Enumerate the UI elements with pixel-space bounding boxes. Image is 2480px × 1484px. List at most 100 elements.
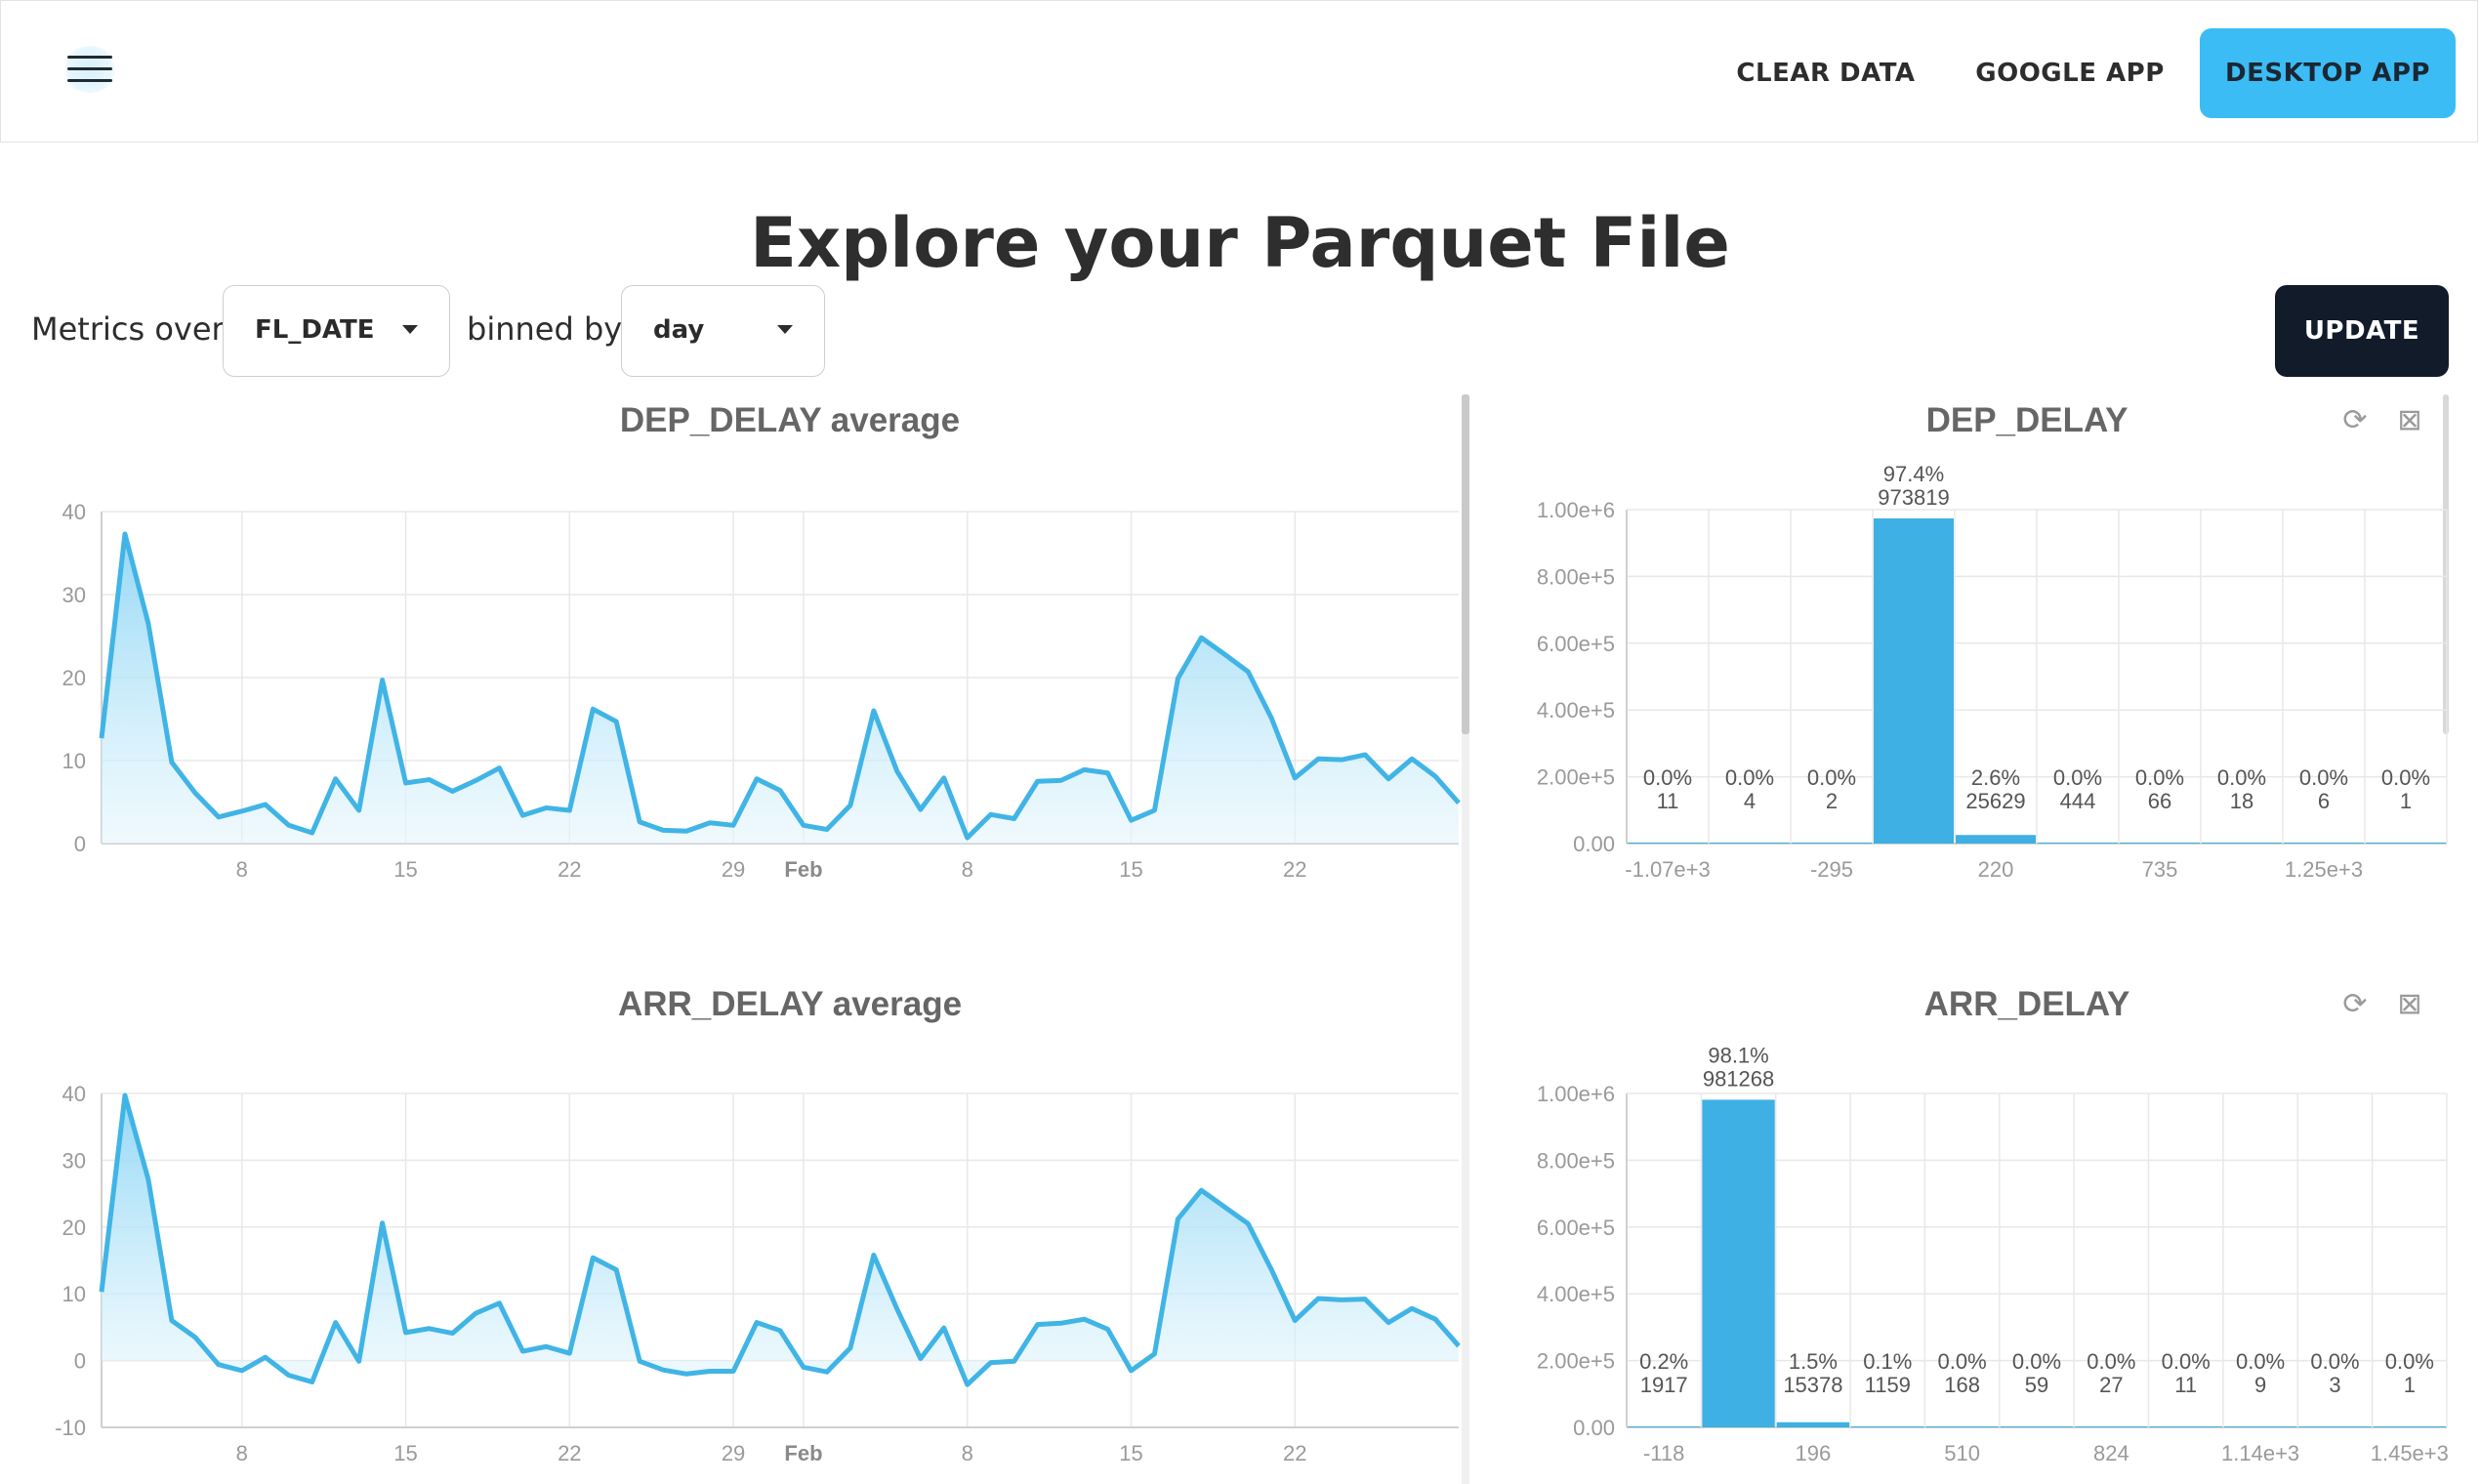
y-tick-label: 10 xyxy=(62,749,86,773)
y-tick-label: 6.00e+5 xyxy=(1537,1216,1615,1240)
histogram-bar xyxy=(1628,843,1708,844)
y-tick-label: -10 xyxy=(55,1416,86,1440)
bar-percent-label: 0.0% xyxy=(1725,765,1774,790)
right-panel-scrollbar[interactable] xyxy=(2443,394,2449,734)
bar-percent-label: 0.0% xyxy=(1807,765,1856,790)
field-select-value: FL_DATE xyxy=(255,315,375,345)
chevron-down-icon xyxy=(777,325,793,334)
x-tick-label: 1.45e+3 xyxy=(2371,1441,2449,1465)
bar-count-label: 2 xyxy=(1826,789,1838,813)
bar-count-label: 1917 xyxy=(1640,1373,1688,1397)
histogram-bar xyxy=(2284,843,2364,844)
histogram-bar xyxy=(2149,1426,2222,1427)
histogram-bar xyxy=(2366,843,2446,844)
y-tick-label: 20 xyxy=(62,1216,86,1240)
histogram-bar xyxy=(2223,1426,2297,1427)
bin-select-value: day xyxy=(653,315,705,345)
field-select[interactable]: FL_DATE xyxy=(223,285,450,377)
bar-count-label: 15378 xyxy=(1783,1373,1842,1397)
chart-title: ARR_DELAY xyxy=(1924,985,2130,1023)
histogram-bar xyxy=(1874,517,1954,844)
y-tick-label: 0.00 xyxy=(1573,832,1615,856)
histogram-bar xyxy=(1710,843,1790,844)
bar-percent-label: 1.5% xyxy=(1789,1349,1838,1374)
bar-percent-label: 0.2% xyxy=(1639,1349,1688,1374)
bar-count-label: 3 xyxy=(2329,1373,2340,1397)
y-tick-label: 40 xyxy=(62,1082,86,1106)
bar-count-label: 25629 xyxy=(1965,789,2025,813)
histogram-bar xyxy=(2298,1426,2372,1427)
desktop-app-button[interactable]: DESKTOP APP xyxy=(2200,28,2456,118)
x-tick-label: 15 xyxy=(393,1441,417,1465)
chart-title: DEP_DELAY xyxy=(1926,401,2129,439)
zoom-out-icon: ⊠ xyxy=(2397,988,2421,1020)
histogram-bar xyxy=(2075,1426,2148,1427)
x-tick-label: 824 xyxy=(2093,1441,2129,1465)
y-tick-label: 8.00e+5 xyxy=(1537,564,1615,589)
clear-data-button[interactable]: CLEAR DATA xyxy=(1725,28,1926,118)
chart-title: DEP_DELAY average xyxy=(620,401,960,439)
x-tick-label: 29 xyxy=(722,1441,745,1465)
bar-count-label: 444 xyxy=(2060,789,2096,813)
x-tick-label: 220 xyxy=(1978,857,2014,882)
x-tick-label: 15 xyxy=(1119,1441,1142,1465)
x-tick-label: 735 xyxy=(2142,857,2178,882)
google-app-button[interactable]: GOOGLE APP xyxy=(1967,28,2172,118)
dep-delay-histogram: DEP_DELAY ⟳ ⊠ 0.00 2.00e+5 4.00e+5 6.00e+5 8.00… xyxy=(1537,401,2448,882)
bar-count-label: 1 xyxy=(2400,789,2412,813)
bar-percent-label: 0.0% xyxy=(2012,1349,2061,1374)
x-tick-label: 22 xyxy=(1283,857,1306,882)
x-tick-label: 15 xyxy=(393,857,417,882)
update-button[interactable]: UPDATE xyxy=(2275,285,2449,377)
histogram-bar xyxy=(2120,843,2200,844)
panel-divider xyxy=(1462,394,1469,1484)
bar-count-label: 973819 xyxy=(1878,485,1949,510)
bar-count-label: 11 xyxy=(1657,789,1679,813)
bar-percent-label: 0.0% xyxy=(2310,1349,2359,1374)
y-tick-label: 8.00e+5 xyxy=(1537,1148,1615,1173)
y-tick-label: 2.00e+5 xyxy=(1537,1349,1615,1374)
y-tick-label: 20 xyxy=(62,666,86,690)
hamburger-icon[interactable] xyxy=(62,46,118,93)
left-panel-scrollbar[interactable] xyxy=(1462,394,1469,734)
bar-percent-label: 0.1% xyxy=(1863,1349,1912,1374)
bar-percent-label: 97.4% xyxy=(1883,462,1944,486)
bar-percent-label: 0.0% xyxy=(2385,1349,2434,1374)
y-tick-label: 40 xyxy=(62,500,86,524)
x-tick-label: Feb xyxy=(784,1441,822,1465)
x-tick-label: Feb xyxy=(784,857,822,882)
x-tick-label: 22 xyxy=(558,1441,581,1465)
metrics-over-label: Metrics over xyxy=(31,310,225,348)
bar-count-label: 4 xyxy=(1744,789,1756,813)
series-line xyxy=(99,531,1461,841)
y-tick-label: 0.00 xyxy=(1573,1416,1615,1440)
bar-count-label: 59 xyxy=(2025,1373,2048,1397)
bar-percent-label: 2.6% xyxy=(1971,765,2020,790)
chart-title: ARR_DELAY average xyxy=(618,985,962,1023)
y-tick-label: 1.00e+6 xyxy=(1537,498,1615,522)
top-navbar: CLEAR DATA GOOGLE APP DESKTOP APP xyxy=(0,0,2478,143)
histogram-bar xyxy=(2000,1426,2074,1427)
bar-percent-label: 0.0% xyxy=(2135,765,2184,790)
y-tick-label: 4.00e+5 xyxy=(1537,698,1615,722)
histogram-bar xyxy=(1956,835,2036,844)
x-tick-label: 1.14e+3 xyxy=(2221,1441,2299,1465)
x-tick-label: -118 xyxy=(1643,1441,1684,1465)
bar-count-label: 1 xyxy=(2404,1373,2416,1397)
y-tick-label: 0 xyxy=(74,832,86,856)
bar-percent-label: 0.0% xyxy=(1643,765,1692,790)
series-line xyxy=(99,1092,1461,1387)
x-tick-label: 510 xyxy=(1944,1441,1980,1465)
chevron-down-icon xyxy=(402,325,418,334)
histogram-bar xyxy=(1925,1426,1999,1427)
arr-delay-histogram: ARR_DELAY ⟳ ⊠ 0.00 2.00e+5 4.00e+5 6.00e+5 8.00… xyxy=(1537,985,2449,1465)
dep-delay-average-chart: DEP_DELAY average 0 10 20 30 40 8 15 22 29 Feb 8 15 2… xyxy=(62,401,1461,882)
zoom-out-icon: ⊠ xyxy=(2397,404,2421,436)
x-tick-label: -1.07e+3 xyxy=(1625,857,1710,882)
x-tick-label: 29 xyxy=(722,857,745,882)
bin-select[interactable]: day xyxy=(621,285,825,377)
bar-count-label: 1159 xyxy=(1865,1373,1911,1397)
histogram-bar xyxy=(1702,1099,1775,1427)
bar-percent-label: 0.0% xyxy=(2217,765,2266,790)
bar-count-label: 9 xyxy=(2254,1373,2266,1397)
